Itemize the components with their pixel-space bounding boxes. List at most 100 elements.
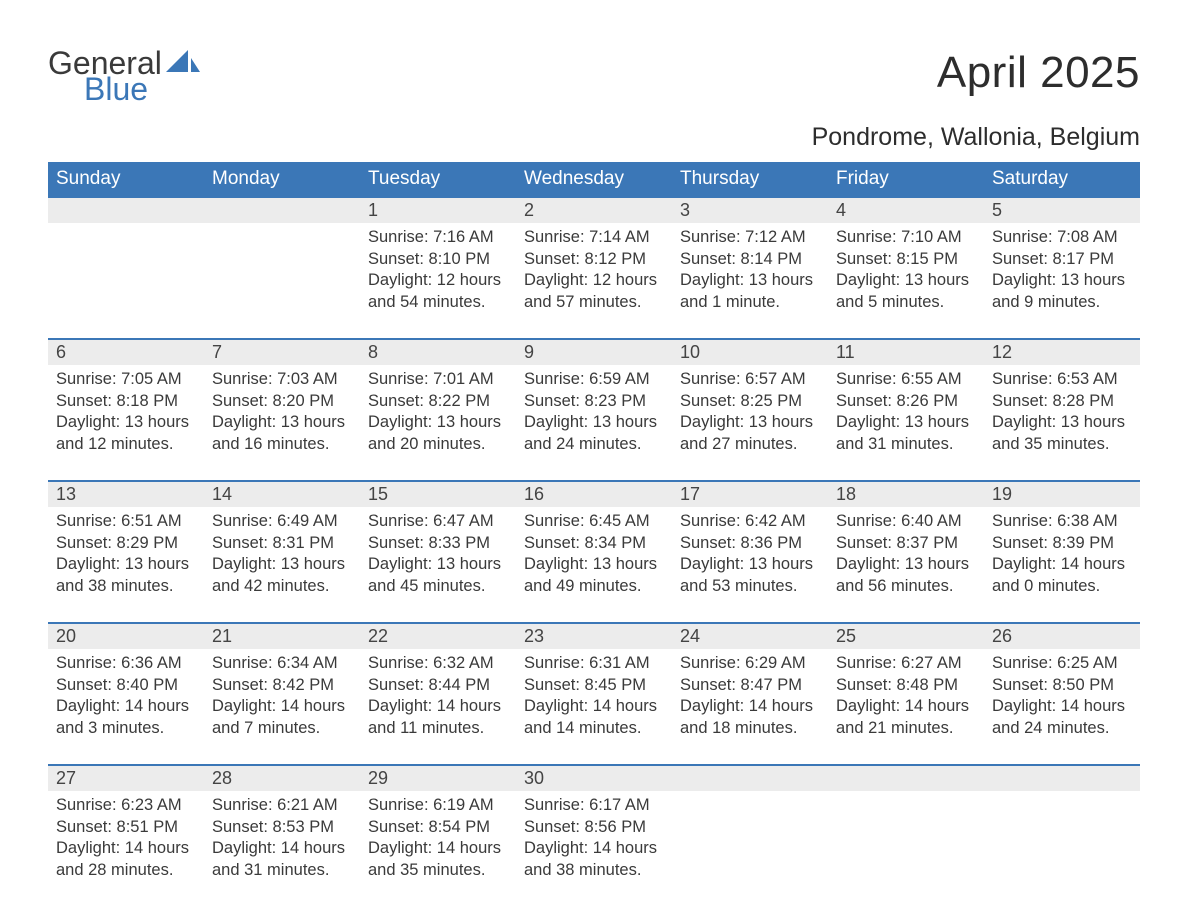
day-content-cell: Sunrise: 6:59 AMSunset: 8:23 PMDaylight:…	[516, 365, 672, 481]
day2-text: and 14 minutes.	[524, 718, 664, 740]
content-row: Sunrise: 6:51 AMSunset: 8:29 PMDaylight:…	[48, 507, 1140, 623]
sunset-text: Sunset: 8:44 PM	[368, 675, 508, 697]
day-number: 19	[992, 484, 1012, 504]
day-number: 9	[524, 342, 534, 362]
day-number-cell: 1	[360, 197, 516, 223]
day1-text: Daylight: 13 hours	[992, 412, 1132, 434]
day-number-cell: 20	[48, 623, 204, 649]
day2-text: and 27 minutes.	[680, 434, 820, 456]
day-content-cell: Sunrise: 6:55 AMSunset: 8:26 PMDaylight:…	[828, 365, 984, 481]
daynum-row: 27282930	[48, 765, 1140, 791]
day-content-cell: Sunrise: 6:29 AMSunset: 8:47 PMDaylight:…	[672, 649, 828, 765]
day-number-cell: 17	[672, 481, 828, 507]
day2-text: and 31 minutes.	[212, 860, 352, 882]
day2-text: and 9 minutes.	[992, 292, 1132, 314]
day-number: 28	[212, 768, 232, 788]
content-row: Sunrise: 6:36 AMSunset: 8:40 PMDaylight:…	[48, 649, 1140, 765]
day-number-cell: 22	[360, 623, 516, 649]
sunset-text: Sunset: 8:12 PM	[524, 249, 664, 271]
day-number: 21	[212, 626, 232, 646]
day-number: 20	[56, 626, 76, 646]
day-number: 1	[368, 200, 378, 220]
day2-text: and 7 minutes.	[212, 718, 352, 740]
day2-text: and 57 minutes.	[524, 292, 664, 314]
sunrise-text: Sunrise: 6:23 AM	[56, 795, 196, 817]
calendar-table: Sunday Monday Tuesday Wednesday Thursday…	[48, 162, 1140, 907]
day-content-cell: Sunrise: 7:03 AMSunset: 8:20 PMDaylight:…	[204, 365, 360, 481]
sunset-text: Sunset: 8:51 PM	[56, 817, 196, 839]
header-row: General Blue April 2025	[48, 48, 1140, 105]
day1-text: Daylight: 13 hours	[524, 554, 664, 576]
day2-text: and 54 minutes.	[368, 292, 508, 314]
day-number-cell: 3	[672, 197, 828, 223]
daynum-row: 13141516171819	[48, 481, 1140, 507]
day-content-cell: Sunrise: 6:32 AMSunset: 8:44 PMDaylight:…	[360, 649, 516, 765]
day-number: 16	[524, 484, 544, 504]
day-number-cell: 23	[516, 623, 672, 649]
sunrise-text: Sunrise: 7:05 AM	[56, 369, 196, 391]
day1-text: Daylight: 14 hours	[368, 838, 508, 860]
day2-text: and 16 minutes.	[212, 434, 352, 456]
sunrise-text: Sunrise: 7:10 AM	[836, 227, 976, 249]
sunset-text: Sunset: 8:14 PM	[680, 249, 820, 271]
day-number: 5	[992, 200, 1002, 220]
day2-text: and 49 minutes.	[524, 576, 664, 598]
sunrise-text: Sunrise: 6:38 AM	[992, 511, 1132, 533]
sunset-text: Sunset: 8:33 PM	[368, 533, 508, 555]
day1-text: Daylight: 12 hours	[368, 270, 508, 292]
day2-text: and 18 minutes.	[680, 718, 820, 740]
day-number-cell: 14	[204, 481, 360, 507]
day2-text: and 12 minutes.	[56, 434, 196, 456]
day1-text: Daylight: 12 hours	[524, 270, 664, 292]
sunrise-text: Sunrise: 6:42 AM	[680, 511, 820, 533]
title-block: April 2025	[937, 48, 1140, 98]
sunrise-text: Sunrise: 6:40 AM	[836, 511, 976, 533]
sunrise-text: Sunrise: 7:16 AM	[368, 227, 508, 249]
day-header: Tuesday	[360, 162, 516, 197]
day-number-cell: 10	[672, 339, 828, 365]
brand-logo: General Blue	[48, 48, 200, 105]
day-number-cell: 19	[984, 481, 1140, 507]
day1-text: Daylight: 14 hours	[56, 838, 196, 860]
day-content-cell: Sunrise: 6:27 AMSunset: 8:48 PMDaylight:…	[828, 649, 984, 765]
day1-text: Daylight: 13 hours	[212, 412, 352, 434]
day-number-cell	[828, 765, 984, 791]
day-content-cell: Sunrise: 6:25 AMSunset: 8:50 PMDaylight:…	[984, 649, 1140, 765]
day-number-cell: 4	[828, 197, 984, 223]
day1-text: Daylight: 14 hours	[524, 838, 664, 860]
day-number-cell: 26	[984, 623, 1140, 649]
sunrise-text: Sunrise: 6:21 AM	[212, 795, 352, 817]
day-number: 30	[524, 768, 544, 788]
day2-text: and 35 minutes.	[992, 434, 1132, 456]
sunset-text: Sunset: 8:18 PM	[56, 391, 196, 413]
day-number-cell: 16	[516, 481, 672, 507]
day1-text: Daylight: 13 hours	[992, 270, 1132, 292]
sunrise-text: Sunrise: 6:57 AM	[680, 369, 820, 391]
day-number-cell: 2	[516, 197, 672, 223]
day1-text: Daylight: 13 hours	[836, 554, 976, 576]
sunrise-text: Sunrise: 7:14 AM	[524, 227, 664, 249]
day2-text: and 53 minutes.	[680, 576, 820, 598]
day1-text: Daylight: 14 hours	[836, 696, 976, 718]
day-content-cell: Sunrise: 6:21 AMSunset: 8:53 PMDaylight:…	[204, 791, 360, 907]
day-number-cell: 21	[204, 623, 360, 649]
sunrise-text: Sunrise: 6:55 AM	[836, 369, 976, 391]
sunset-text: Sunset: 8:26 PM	[836, 391, 976, 413]
day-number-cell	[204, 197, 360, 223]
sunset-text: Sunset: 8:25 PM	[680, 391, 820, 413]
day1-text: Daylight: 13 hours	[680, 554, 820, 576]
day1-text: Daylight: 14 hours	[212, 696, 352, 718]
day-content-cell: Sunrise: 6:47 AMSunset: 8:33 PMDaylight:…	[360, 507, 516, 623]
sunrise-text: Sunrise: 7:08 AM	[992, 227, 1132, 249]
day-header: Friday	[828, 162, 984, 197]
day1-text: Daylight: 13 hours	[368, 412, 508, 434]
day2-text: and 5 minutes.	[836, 292, 976, 314]
day2-text: and 56 minutes.	[836, 576, 976, 598]
day-number: 11	[836, 342, 855, 362]
day-number: 14	[212, 484, 232, 504]
day-number-cell: 18	[828, 481, 984, 507]
sunset-text: Sunset: 8:40 PM	[56, 675, 196, 697]
sunset-text: Sunset: 8:10 PM	[368, 249, 508, 271]
day-number: 26	[992, 626, 1012, 646]
day-header: Monday	[204, 162, 360, 197]
